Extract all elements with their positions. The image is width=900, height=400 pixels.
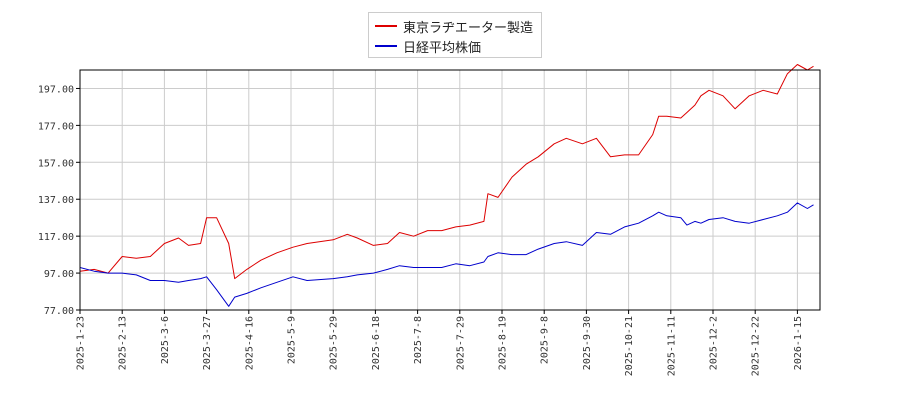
- x-tick-label: 2025-3-27: [202, 316, 213, 370]
- x-tick-label: 2025-1-23: [76, 316, 87, 370]
- y-tick-label: 197.00: [38, 84, 74, 95]
- legend-swatch-index: [375, 45, 397, 47]
- x-tick-label: 2025-5-29: [329, 316, 340, 370]
- x-tick-label: 2025-10-21: [624, 316, 635, 376]
- x-axis-ticks: 2025-1-23 2025-2-13 2025-3-6 2025-3-27 2025-…: [76, 310, 804, 376]
- series-lines: [79, 64, 814, 307]
- x-tick-label: 2025-12-2: [709, 316, 720, 370]
- legend-item-index: 日経平均株価: [375, 37, 482, 56]
- legend: 東京ラヂエーター製造 日経平均株価: [368, 12, 542, 58]
- x-tick-label: 2026-1-15: [793, 316, 804, 370]
- x-tick-label: 2025-11-11: [666, 316, 677, 376]
- y-tick-label: 117.00: [38, 232, 74, 243]
- legend-item-stock: 東京ラヂエーター製造: [375, 17, 534, 36]
- x-tick-label: 2025-2-13: [118, 316, 129, 370]
- y-tick-label: 137.00: [38, 195, 74, 206]
- y-axis-ticks: 77.00 97.00 117.00 137.00 157.00 177.00 197.00: [38, 84, 80, 317]
- y-tick-label: 77.00: [44, 306, 74, 317]
- x-tick-label: 2025-6-18: [371, 316, 382, 370]
- y-tick-label: 97.00: [44, 269, 74, 280]
- series-line-stock: [79, 64, 814, 280]
- x-tick-label: 2025-9-30: [582, 316, 593, 370]
- y-tick-label: 177.00: [38, 121, 74, 132]
- x-tick-label: 2025-3-6: [160, 316, 171, 364]
- x-tick-label: 2025-9-8: [540, 316, 551, 364]
- y-tick-label: 157.00: [38, 158, 74, 169]
- legend-label-index: 日経平均株価: [403, 40, 482, 56]
- x-tick-label: 2025-7-29: [455, 316, 466, 370]
- x-tick-label: 2025-4-16: [244, 316, 255, 370]
- x-tick-label: 2025-5-9: [287, 316, 298, 364]
- grid-lines: [79, 70, 820, 311]
- plot-frame: [79, 69, 821, 311]
- x-tick-label: 2025-7-8: [413, 316, 424, 364]
- x-tick-label: 2025-8-19: [498, 316, 509, 370]
- x-tick-label: 2025-12-22: [751, 316, 762, 376]
- legend-swatch-stock: [375, 25, 397, 27]
- legend-label-stock: 東京ラヂエーター製造: [403, 20, 534, 36]
- series-line-index: [79, 202, 814, 307]
